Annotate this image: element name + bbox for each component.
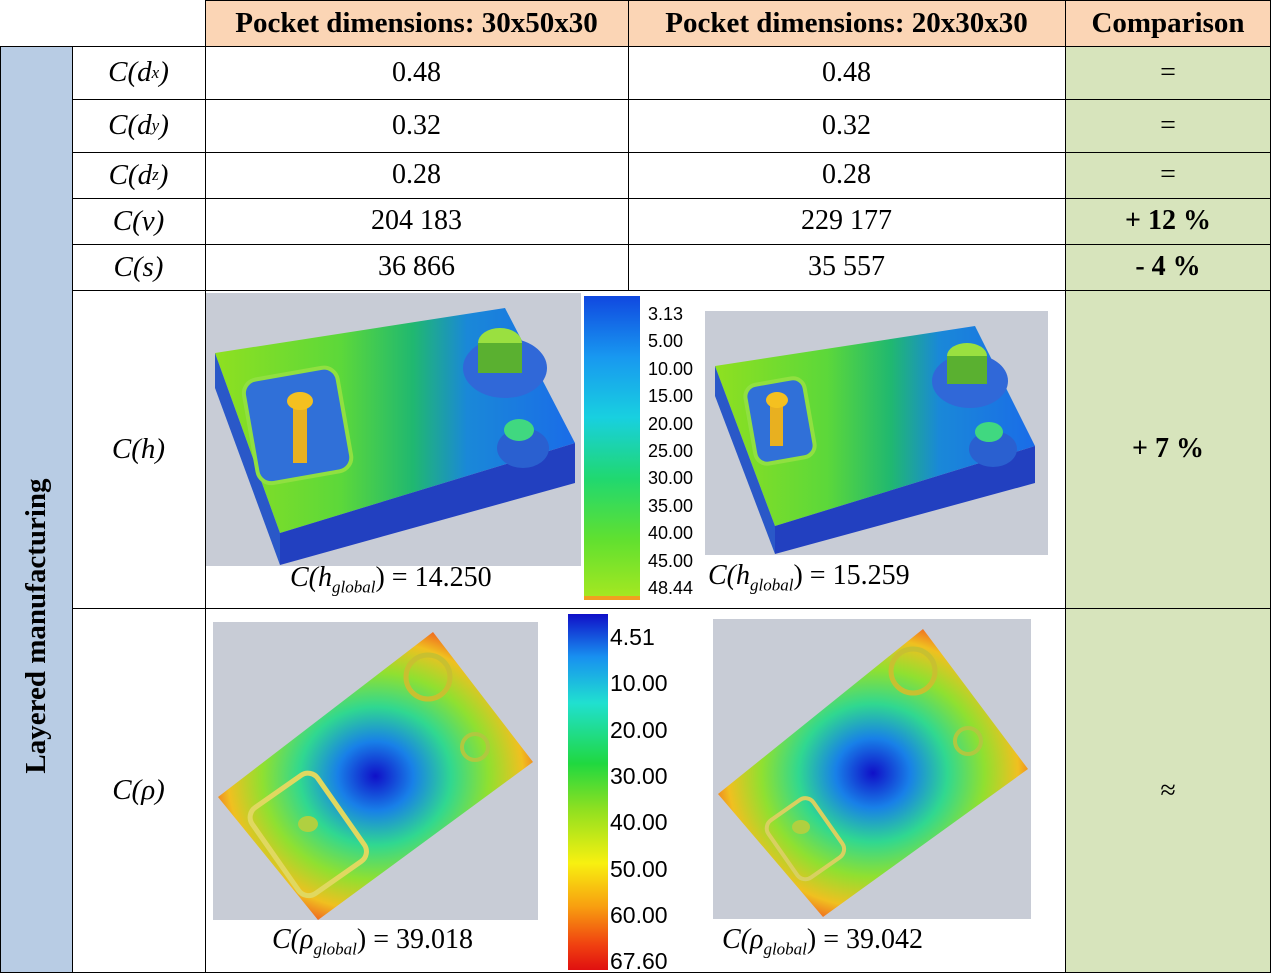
height-legend-bar (584, 296, 640, 600)
value-col-b: 0.48 (822, 56, 871, 88)
value-col-b: 0.32 (822, 109, 871, 141)
grid-vline (0, 46, 1, 973)
header-col-b-label: Pocket dimensions: 20x30x30 (665, 6, 1028, 39)
density-legend-tick: 4.51 (610, 624, 655, 650)
density-legend-tick: 30.00 (610, 762, 668, 789)
grid-hline (0, 46, 1271, 47)
side-label: Layered manufacturing (19, 478, 52, 774)
height-legend-tick: 10.00 (646, 358, 696, 380)
metric-label: C(d y) (108, 109, 169, 141)
density-legend-tick: 40.00 (610, 809, 668, 836)
density-global-a: C(ρglobal) = 39.018 (272, 924, 474, 959)
header-col-a: Pocket dimensions: 30x50x30 (205, 0, 628, 46)
height-legend-tick: 20.00 (646, 413, 696, 435)
value-col-a: 0.32 (392, 109, 441, 141)
height-legend-tick: 5.00 (646, 331, 686, 353)
density-comparison: ≈ (1065, 608, 1271, 973)
comparison-value: - 4 % (1065, 244, 1271, 290)
value-col-a: 0.28 (392, 159, 441, 190)
density-legend-tick: 67.60 (610, 948, 668, 975)
grid-vline (72, 46, 73, 973)
grid-hline (72, 152, 1271, 153)
height-legend-tick: 45.00 (646, 550, 696, 572)
grid-hline (72, 290, 1271, 291)
value-col-b: 229 177 (801, 205, 892, 236)
comparison-value: + 12 % (1065, 198, 1271, 244)
grid-vline (1065, 0, 1066, 973)
grid-hline (72, 608, 1271, 609)
value-col-a: 36 866 (378, 251, 455, 282)
height-map-image-b (705, 311, 1048, 555)
value-col-b: 35 557 (808, 251, 885, 282)
grid-vline (205, 0, 206, 973)
height-comparison: + 7 % (1065, 290, 1271, 608)
metric-label: C(v) (112, 204, 165, 237)
value-col-a: 204 183 (371, 205, 462, 236)
comparison-value: = (1065, 46, 1271, 99)
grid-vline (628, 0, 629, 290)
height-metric-label: C(h) (111, 432, 166, 465)
metric-label: C(s) (113, 250, 164, 283)
density-global-b: C(ρglobal) = 39.042 (722, 924, 924, 959)
height-legend-tick: 3.13 (646, 304, 686, 325)
height-map-image-a (205, 293, 581, 566)
density-map-image-b (713, 619, 1031, 919)
header-comparison: Comparison (1065, 0, 1271, 46)
header-col-b: Pocket dimensions: 20x30x30 (628, 0, 1065, 46)
density-metric-label: C(ρ) (112, 774, 165, 806)
density-map-image-a (213, 622, 538, 920)
grid-hline (72, 99, 1271, 100)
height-global-b: C(hglobal) = 15.259 (708, 560, 910, 595)
metric-label: C(d x) (108, 56, 169, 88)
header-col-a-label: Pocket dimensions: 30x50x30 (235, 6, 598, 39)
density-legend-tick: 20.00 (610, 716, 668, 743)
value-col-b: 0.28 (822, 159, 871, 190)
header-comparison-label: Comparison (1091, 6, 1245, 39)
height-global-a: C(hglobal) = 14.250 (290, 562, 492, 597)
height-legend-tick: 30.00 (646, 468, 696, 490)
metric-label: C(d z) (108, 158, 169, 191)
side-label-column (0, 46, 72, 973)
height-legend-tick: 40.00 (646, 523, 696, 545)
height-legend-tick: 35.00 (646, 495, 696, 517)
height-legend-tick: 15.00 (646, 386, 696, 408)
comparison-value: = (1065, 99, 1271, 152)
grid-hline (72, 244, 1271, 245)
density-legend-tick: 50.00 (610, 855, 668, 882)
height-legend-tick: 25.00 (646, 441, 696, 462)
density-legend-bar (568, 614, 608, 970)
grid-hline (205, 0, 1271, 1)
height-legend-tick: 48.44 (646, 578, 696, 599)
density-legend-tick: 60.00 (610, 901, 668, 928)
comparison-value: = (1065, 152, 1271, 198)
density-legend-tick: 10.00 (610, 670, 668, 697)
grid-hline (72, 198, 1271, 199)
value-col-a: 0.48 (392, 56, 441, 88)
